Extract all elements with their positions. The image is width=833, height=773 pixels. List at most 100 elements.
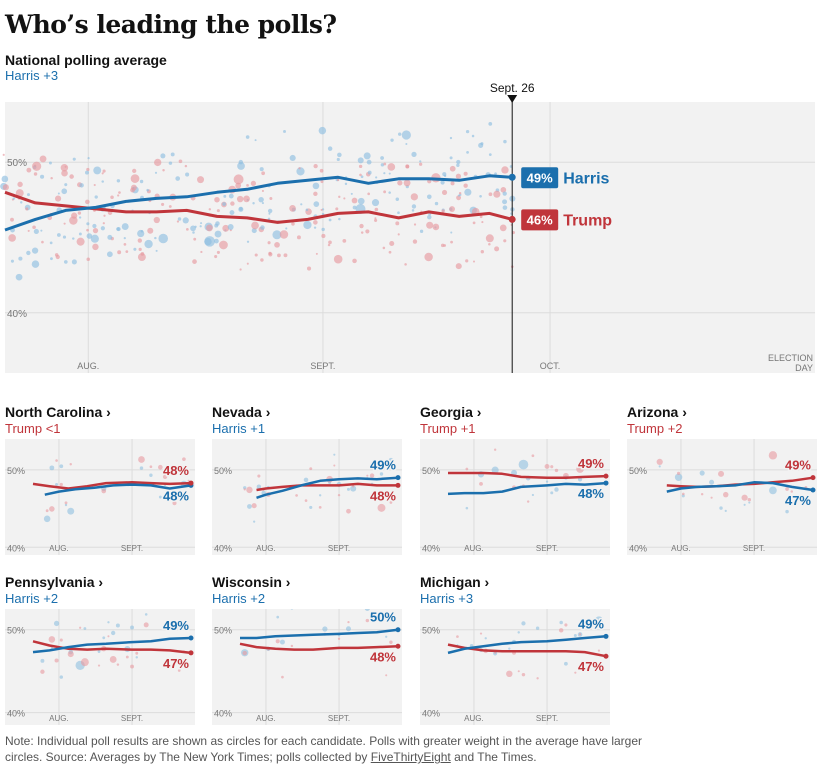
poll-dot — [481, 221, 484, 224]
poll-dot — [59, 638, 63, 642]
poll-dot — [397, 233, 400, 236]
poll-dot — [478, 142, 484, 148]
state-name-link[interactable]: North Carolina › — [5, 404, 111, 420]
poll-dot — [380, 156, 384, 160]
poll-dot — [10, 217, 14, 222]
poll-dot — [86, 228, 89, 232]
poll-dot — [187, 479, 190, 482]
poll-dot — [229, 210, 235, 215]
poll-dot — [228, 193, 234, 199]
poll-dot — [681, 492, 685, 496]
poll-dot — [484, 637, 487, 640]
poll-dot — [576, 465, 584, 473]
poll-dot — [352, 485, 355, 488]
poll-dot — [55, 195, 62, 202]
poll-dot — [346, 487, 350, 491]
poll-dot — [564, 661, 568, 666]
poll-dot — [442, 172, 447, 177]
trump-value-label: 46% — [527, 212, 553, 227]
poll-dot — [78, 232, 82, 236]
poll-dot — [177, 217, 182, 221]
state-name-link[interactable]: Michigan › — [420, 574, 490, 590]
poll-dot — [517, 670, 520, 673]
poll-dot — [656, 458, 663, 466]
poll-dot — [135, 651, 139, 655]
y-tick-label: 40% — [7, 309, 27, 320]
poll-dot — [154, 158, 162, 167]
poll-dot — [26, 167, 32, 173]
poll-dot — [274, 241, 280, 248]
poll-dot — [238, 159, 244, 165]
poll-dot — [455, 263, 462, 270]
source-note: Note: Individual poll results are shown … — [5, 734, 643, 764]
poll-dot — [192, 231, 195, 234]
poll-dot — [85, 170, 89, 175]
poll-dot — [107, 621, 110, 624]
trump-end-dot — [395, 643, 401, 649]
poll-dot — [419, 229, 424, 233]
state-name-link[interactable]: Nevada › — [212, 404, 271, 420]
poll-dot — [388, 250, 392, 254]
trump-value-label: 48% — [370, 488, 396, 503]
poll-dot — [45, 509, 49, 513]
poll-dot — [440, 180, 445, 185]
y-tick-label: 40% — [214, 543, 232, 553]
y-tick-label: 50% — [422, 466, 440, 476]
poll-dot — [503, 139, 507, 144]
poll-dot — [64, 501, 68, 505]
poll-dot — [160, 153, 166, 159]
poll-dot — [117, 250, 122, 255]
poll-dot — [121, 223, 129, 231]
poll-dot — [237, 162, 245, 170]
poll-dot — [559, 620, 563, 625]
poll-dot — [333, 464, 336, 467]
state-name-link[interactable]: Georgia › — [420, 404, 482, 420]
harris-average-line — [32, 636, 192, 654]
poll-dot — [337, 493, 341, 497]
poll-dot — [502, 191, 507, 196]
poll-dot — [457, 194, 461, 197]
poll-dot — [63, 222, 66, 225]
poll-dot — [305, 208, 309, 212]
plot-background — [5, 102, 815, 373]
poll-dot — [338, 217, 341, 221]
poll-dot — [327, 243, 331, 247]
poll-dot — [177, 623, 181, 627]
poll-dot — [441, 189, 448, 196]
poll-dot — [259, 167, 264, 172]
trump-end-dot — [508, 215, 516, 223]
harris-end-dot — [810, 487, 816, 493]
poll-dot — [350, 485, 357, 492]
poll-dot — [185, 172, 190, 177]
harris-end-dot — [603, 480, 609, 486]
poll-dot — [79, 183, 84, 188]
state-chart: 50% 40% AUG. SEPT. 49% 47% — [5, 609, 195, 725]
poll-dot — [92, 223, 97, 229]
poll-dot — [463, 171, 468, 176]
poll-dot — [54, 658, 59, 663]
poll-dot — [143, 622, 149, 628]
poll-dot — [318, 505, 322, 509]
x-tick-label: SEPT. — [121, 714, 143, 723]
poll-dot — [491, 466, 499, 474]
poll-dot — [146, 188, 149, 192]
poll-dot — [162, 169, 165, 172]
state-name-link[interactable]: Wisconsin › — [212, 574, 291, 590]
poll-dot — [290, 644, 294, 648]
poll-dot — [242, 650, 247, 656]
state-name-link[interactable]: Arizona › — [627, 404, 687, 420]
state-chart: 50% 40% AUG. SEPT. 47% 49% — [627, 439, 817, 555]
state-panel: Pennsylvania › Harris +2 50% 40% AUG. SEPT. 49… — [5, 574, 195, 725]
state-name-link[interactable]: Pennsylvania › — [5, 574, 104, 590]
poll-dot — [768, 451, 778, 460]
poll-dot — [283, 253, 288, 258]
poll-dot — [397, 180, 403, 186]
poll-dot — [413, 223, 417, 226]
fivethirtyeight-link[interactable]: FiveThirtyEight — [370, 750, 451, 764]
poll-dot — [379, 472, 384, 476]
poll-dot — [699, 470, 705, 476]
y-tick-label: 40% — [7, 709, 25, 719]
plot-background — [627, 439, 817, 555]
harris-value-label: 49% — [370, 458, 396, 473]
poll-dot — [79, 626, 82, 629]
